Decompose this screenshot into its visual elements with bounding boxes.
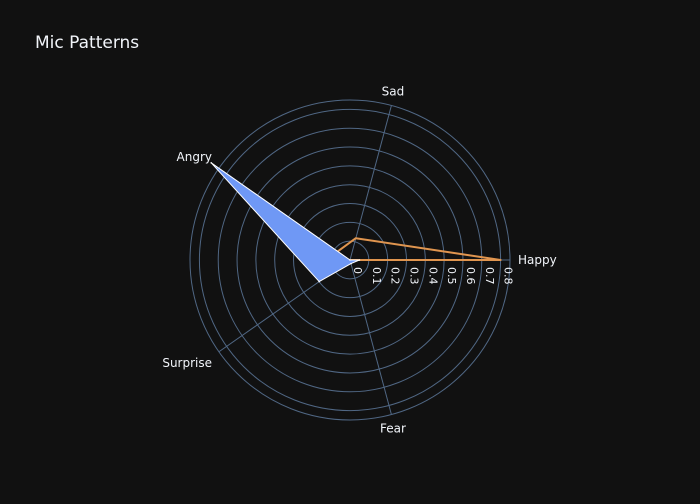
radial-tick-label-8: 0.8 <box>502 267 515 285</box>
radial-tick-label-7: 0.7 <box>483 267 496 285</box>
series-1-point-happy <box>499 259 502 261</box>
series-2-polygon <box>210 162 360 283</box>
radial-tick-label-6: 0.6 <box>464 267 477 285</box>
series-layer <box>210 162 502 283</box>
series-1-point-sad <box>355 237 357 239</box>
radial-tick-label-4: 0.4 <box>426 267 439 285</box>
axis-fear <box>349 259 392 415</box>
radial-tick-label-1: 0.1 <box>370 267 383 285</box>
series-1-polygon <box>336 237 502 270</box>
category-label-fear: Fear <box>380 421 406 435</box>
category-label-happy: Happy <box>518 253 557 267</box>
series-2-point-angry <box>210 162 213 164</box>
category-label-surprise: Surprise <box>162 356 212 370</box>
category-label-sad: Sad <box>382 85 405 99</box>
category-label-angry: Angry <box>177 150 212 164</box>
radial-tick-label-5: 0.5 <box>445 267 458 285</box>
series-2-point-surprise <box>318 280 320 283</box>
category-labels: Happy Sad Angry Surprise Fear <box>162 85 556 436</box>
radial-tick-labels: 0 0.1 0.2 0.3 0.4 0.5 0.6 0.7 0.8 <box>351 267 515 285</box>
radial-tick-label-0: 0 <box>351 267 364 274</box>
radial-tick-label-2: 0.2 <box>389 267 402 285</box>
axis-sad <box>349 105 392 261</box>
series-2-point-happy <box>358 259 361 261</box>
series-2-point-fear <box>350 262 352 265</box>
radial-tick-label-3: 0.3 <box>407 267 420 285</box>
chart-title: Mic Patterns <box>35 33 140 53</box>
series-2-point-sad <box>349 259 351 261</box>
